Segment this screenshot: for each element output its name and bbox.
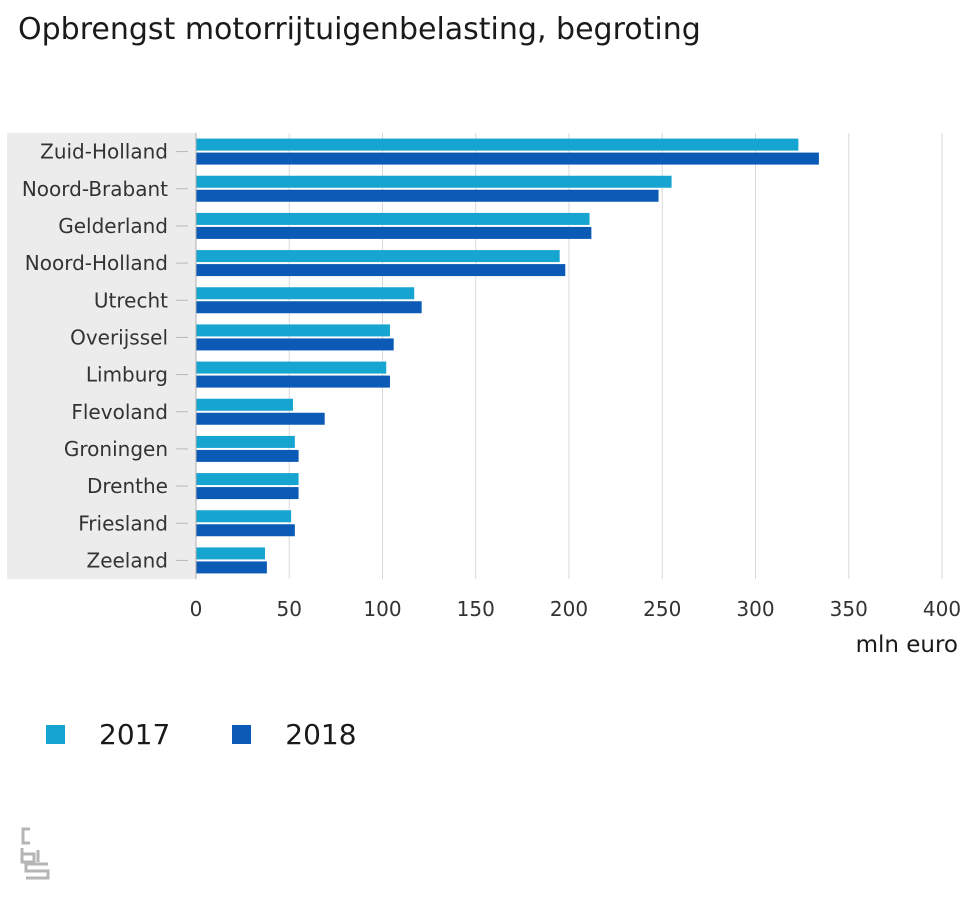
- x-tick-label-200: 200: [550, 597, 588, 621]
- legend-label-2017: 2017: [99, 718, 171, 751]
- bar-zuid-holland-2017: [196, 138, 799, 151]
- chart-title: Opbrengst motorrijtuigenbelasting, begro…: [18, 12, 701, 47]
- x-tick-label-100: 100: [363, 597, 401, 621]
- category-label-overijssel: Overijssel: [70, 325, 168, 349]
- category-label-gelderland: Gelderland: [58, 214, 168, 238]
- bar-gelderland-2018: [196, 226, 592, 239]
- bar-groningen-2017: [196, 435, 295, 448]
- legend-swatch-2017: [46, 725, 65, 744]
- bar-noord-brabant-2018: [196, 189, 659, 202]
- legend: 2017 2018: [46, 718, 419, 751]
- bar-zeeland-2018: [196, 561, 267, 574]
- category-label-limburg: Limburg: [86, 363, 168, 387]
- x-tick-label-250: 250: [643, 597, 681, 621]
- bar-flevoland-2017: [196, 398, 293, 411]
- bar-overijssel-2017: [196, 324, 390, 337]
- bar-limburg-2018: [196, 375, 390, 388]
- bar-utrecht-2018: [196, 301, 422, 314]
- bar-friesland-2018: [196, 524, 295, 537]
- bar-overijssel-2018: [196, 338, 394, 351]
- category-label-noord-brabant: Noord-Brabant: [22, 177, 168, 201]
- bar-friesland-2017: [196, 510, 292, 523]
- legend-item-2017[interactable]: 2017: [46, 718, 170, 751]
- category-label-zeeland: Zeeland: [87, 548, 169, 572]
- category-axis-background: [7, 133, 196, 579]
- bar-drenthe-2017: [196, 473, 299, 486]
- cbs-logo-icon: [18, 826, 54, 886]
- category-label-groningen: Groningen: [64, 437, 168, 461]
- x-tick-label-0: 0: [190, 597, 203, 621]
- category-label-zuid-holland: Zuid-Holland: [40, 140, 168, 164]
- x-tick-label-150: 150: [457, 597, 495, 621]
- bar-utrecht-2017: [196, 287, 415, 300]
- category-label-drenthe: Drenthe: [87, 474, 168, 498]
- x-tick-label-400: 400: [923, 597, 961, 621]
- bar-gelderland-2017: [196, 212, 590, 225]
- category-label-flevoland: Flevoland: [71, 400, 168, 424]
- bar-flevoland-2018: [196, 412, 325, 425]
- x-tick-label-50: 50: [277, 597, 302, 621]
- bar-noord-holland-2018: [196, 264, 566, 277]
- bar-noord-holland-2017: [196, 250, 560, 263]
- category-label-utrecht: Utrecht: [94, 288, 168, 312]
- bar-limburg-2017: [196, 361, 387, 374]
- bar-drenthe-2018: [196, 487, 299, 500]
- category-label-friesland: Friesland: [78, 511, 168, 535]
- legend-label-2018: 2018: [285, 718, 357, 751]
- bar-groningen-2018: [196, 449, 299, 462]
- bar-noord-brabant-2017: [196, 175, 672, 188]
- legend-swatch-2018: [232, 725, 252, 744]
- x-tick-label-350: 350: [830, 597, 868, 621]
- x-axis-label: mln euro: [856, 632, 958, 658]
- x-tick-label-300: 300: [736, 597, 774, 621]
- bar-zeeland-2017: [196, 547, 266, 560]
- category-label-noord-holland: Noord-Holland: [25, 251, 168, 275]
- legend-item-2018[interactable]: 2018: [232, 718, 357, 751]
- bar-zuid-holland-2018: [196, 152, 819, 165]
